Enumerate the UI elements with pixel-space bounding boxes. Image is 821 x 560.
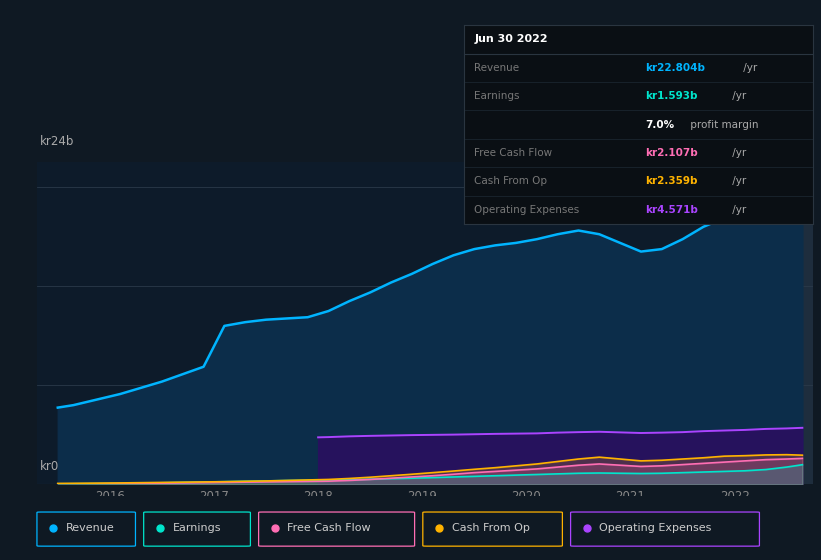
Text: kr1.593b: kr1.593b xyxy=(645,91,698,101)
Text: /yr: /yr xyxy=(729,205,746,215)
Text: /yr: /yr xyxy=(729,176,746,186)
Bar xyxy=(719,162,813,484)
Text: Earnings: Earnings xyxy=(172,523,221,533)
Text: kr4.571b: kr4.571b xyxy=(645,205,698,215)
Text: Revenue: Revenue xyxy=(66,523,114,533)
FancyBboxPatch shape xyxy=(37,512,135,546)
Text: kr24b: kr24b xyxy=(39,136,74,148)
Text: kr0: kr0 xyxy=(39,460,58,473)
Text: Earnings: Earnings xyxy=(475,91,520,101)
Text: /yr: /yr xyxy=(729,148,746,158)
Text: Operating Expenses: Operating Expenses xyxy=(475,205,580,215)
Text: Free Cash Flow: Free Cash Flow xyxy=(287,523,371,533)
FancyBboxPatch shape xyxy=(259,512,415,546)
Text: Operating Expenses: Operating Expenses xyxy=(599,523,712,533)
Text: Cash From Op: Cash From Op xyxy=(475,176,548,186)
Text: Revenue: Revenue xyxy=(475,63,520,73)
Text: /yr: /yr xyxy=(729,91,746,101)
Text: /yr: /yr xyxy=(740,63,757,73)
Text: profit margin: profit margin xyxy=(687,120,759,129)
Text: Free Cash Flow: Free Cash Flow xyxy=(475,148,553,158)
FancyBboxPatch shape xyxy=(144,512,250,546)
Text: kr2.107b: kr2.107b xyxy=(645,148,698,158)
Text: kr22.804b: kr22.804b xyxy=(645,63,705,73)
FancyBboxPatch shape xyxy=(423,512,562,546)
Text: Cash From Op: Cash From Op xyxy=(452,523,530,533)
Text: kr2.359b: kr2.359b xyxy=(645,176,698,186)
FancyBboxPatch shape xyxy=(571,512,759,546)
Text: 7.0%: 7.0% xyxy=(645,120,674,129)
Text: Jun 30 2022: Jun 30 2022 xyxy=(475,34,548,44)
